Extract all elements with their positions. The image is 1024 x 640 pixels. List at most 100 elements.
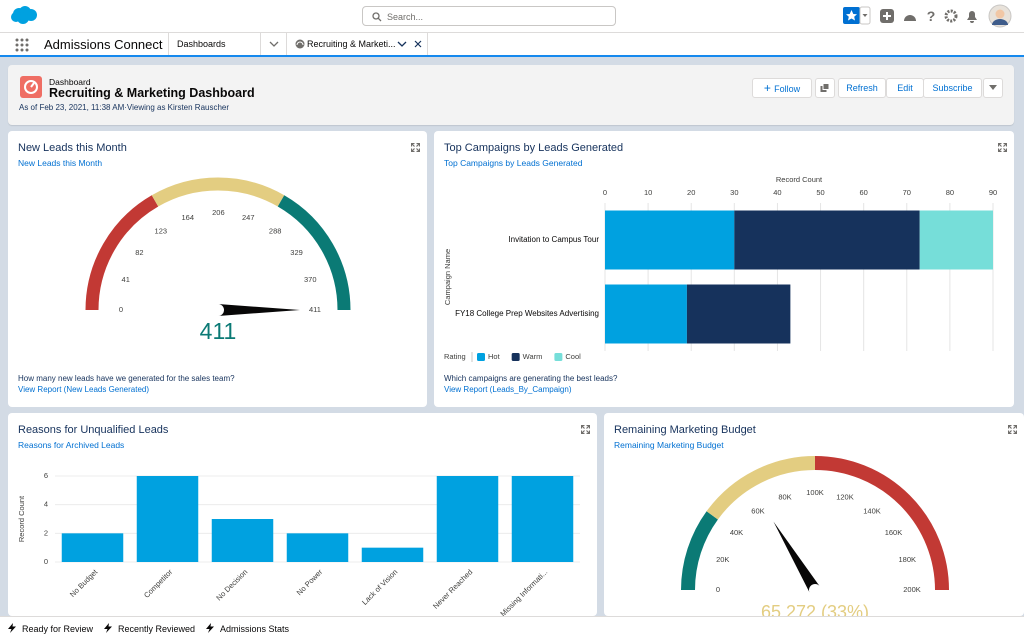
button-label: Refresh	[846, 83, 878, 93]
help-icon[interactable]: ?	[927, 8, 936, 24]
gauge-tick-label: 206	[212, 208, 225, 217]
widget-subtitle: Top Campaigns by Leads Generated	[444, 158, 583, 168]
utility-item[interactable]: Admissions Stats	[206, 623, 289, 634]
expand-icon[interactable]	[998, 143, 1007, 152]
bolt	[104, 623, 112, 633]
widget-subtitle: New Leads this Month	[18, 158, 103, 168]
search-box[interactable]: Search...	[362, 6, 616, 26]
gauge-tick-label: 60K	[751, 507, 764, 516]
nav-tab[interactable]: Dashboards	[168, 33, 260, 55]
y-tick-label: 4	[44, 500, 48, 509]
edit-button[interactable]: Edit	[886, 78, 924, 98]
widget-title: New Leads this Month	[18, 142, 127, 154]
bar	[361, 547, 424, 562]
category-label: Invitation to Campus Tour	[508, 235, 599, 244]
x-axis-label: Record Count	[776, 175, 823, 184]
tab-menu[interactable]	[260, 33, 286, 55]
expand-icon[interactable]	[1008, 425, 1017, 434]
trailhead-icon[interactable]	[904, 15, 916, 21]
setup-icon[interactable]	[944, 9, 958, 23]
gauge-tick-label: 82	[135, 248, 143, 257]
search-placeholder: Search...	[387, 12, 424, 22]
copy-button[interactable]	[815, 78, 835, 98]
expand-glyph	[998, 143, 1007, 152]
gauge-value: 411	[200, 318, 237, 344]
widget-title: Remaining Marketing Budget	[614, 424, 756, 436]
gauge-tick-label: 123	[155, 227, 168, 236]
legend-label: Warm	[523, 352, 543, 361]
x-tick-label: Lack of Vision	[360, 567, 399, 606]
more-actions[interactable]	[983, 78, 1003, 98]
dashboard-title: Recruiting & Marketing Dashboard	[49, 86, 255, 100]
refresh-button[interactable]: Refresh	[838, 78, 886, 98]
gauge-band	[814, 456, 949, 591]
report-link[interactable]: View Report (Leads_By_Campaign)	[444, 385, 572, 394]
widget-title: Reasons for Unqualified Leads	[18, 424, 169, 436]
gauge-value: 65,272 (33%)	[761, 602, 869, 616]
expand-icon[interactable]	[411, 143, 420, 152]
y-axis-label: Campaign Name	[443, 249, 452, 305]
widget-title: Top Campaigns by Leads Generated	[444, 142, 624, 154]
dashboard-header: Dashboard Recruiting & Marketing Dashboa…	[8, 65, 1014, 125]
dashboard-widget: 0 2 4 6 Record Count No Budget Competitor No De…	[8, 413, 597, 616]
gauge-band	[85, 195, 159, 311]
nav-tab-active[interactable]: Recruiting & Marketi...	[286, 33, 428, 55]
gauge-needle	[218, 304, 300, 316]
plus-icon	[883, 12, 891, 20]
lightning-icon	[206, 623, 214, 633]
gauge-tick-label: 20K	[716, 555, 729, 564]
logo[interactable]	[10, 5, 38, 25]
app-launcher[interactable]	[15, 38, 29, 52]
follow-button[interactable]: + Follow	[752, 78, 812, 98]
gauge-tick-label: 200K	[903, 585, 921, 594]
expand-icon[interactable]	[581, 425, 590, 434]
object-label: Dashboard	[49, 77, 91, 87]
dashboard-widget: 0 41 82 123 164 206 247 288 329 370 411 411 New Lead…	[8, 131, 427, 407]
chevron	[989, 85, 997, 90]
utility-label: Admissions Stats	[220, 624, 290, 634]
x-tick-label: 0	[603, 188, 607, 197]
gauge-band	[706, 456, 816, 520]
lightning-icon	[104, 623, 112, 633]
avatar-face	[995, 9, 1005, 19]
gauge-tick-label: 80K	[778, 493, 791, 502]
chart: 0 2 4 6 Record Count No Budget Competitor No De…	[17, 471, 580, 616]
widget-subtitle: Reasons for Archived Leads	[18, 440, 125, 450]
chevron	[862, 14, 868, 17]
x-tick-label: 90	[989, 188, 997, 197]
gauge-tick-label: 40K	[730, 528, 743, 537]
utility-item[interactable]: Ready for Review	[8, 623, 93, 634]
tab-controls	[397, 40, 422, 48]
widget-question: Which campaigns are generating the best …	[444, 374, 618, 383]
legend-swatch	[554, 353, 563, 361]
bar-segment	[605, 210, 735, 270]
search-icon	[372, 12, 382, 22]
y-tick-label: 2	[44, 528, 48, 537]
x-tick-label: Competitor	[142, 567, 175, 600]
notifications-icon[interactable]	[967, 11, 977, 23]
dashboard-subtitle: As of Feb 23, 2021, 11:38 AM·Viewing as …	[19, 103, 230, 112]
utility-item[interactable]: Recently Reviewed	[104, 623, 195, 634]
bar-segment	[686, 284, 791, 344]
gauge-band	[277, 195, 351, 311]
x-tick-label: 10	[644, 188, 652, 197]
subscribe-button[interactable]: Subscribe	[923, 78, 982, 98]
app-name: Admissions Connect	[44, 37, 163, 52]
chart: Record Count 0 10 20 30 40 50 60 70 80 90 Campaign …	[443, 175, 997, 362]
expand-glyph	[1008, 425, 1017, 434]
report-link[interactable]: View Report (New Leads Generated)	[18, 385, 150, 394]
header-icons: ?	[843, 4, 1012, 28]
gauge-band	[151, 177, 285, 207]
bar	[511, 476, 574, 562]
gauge-tick-label: 160K	[885, 528, 903, 537]
avatar-body	[992, 19, 1008, 25]
button-label: Follow	[774, 84, 801, 94]
bar-segment	[734, 210, 920, 270]
gauge-tick-label: 120K	[836, 493, 854, 502]
bar	[211, 519, 274, 562]
legend-swatch	[477, 353, 485, 361]
gauge-tick-label: 288	[269, 227, 282, 236]
tab-label: Dashboards	[177, 39, 226, 49]
legend-title: Rating	[444, 352, 466, 361]
